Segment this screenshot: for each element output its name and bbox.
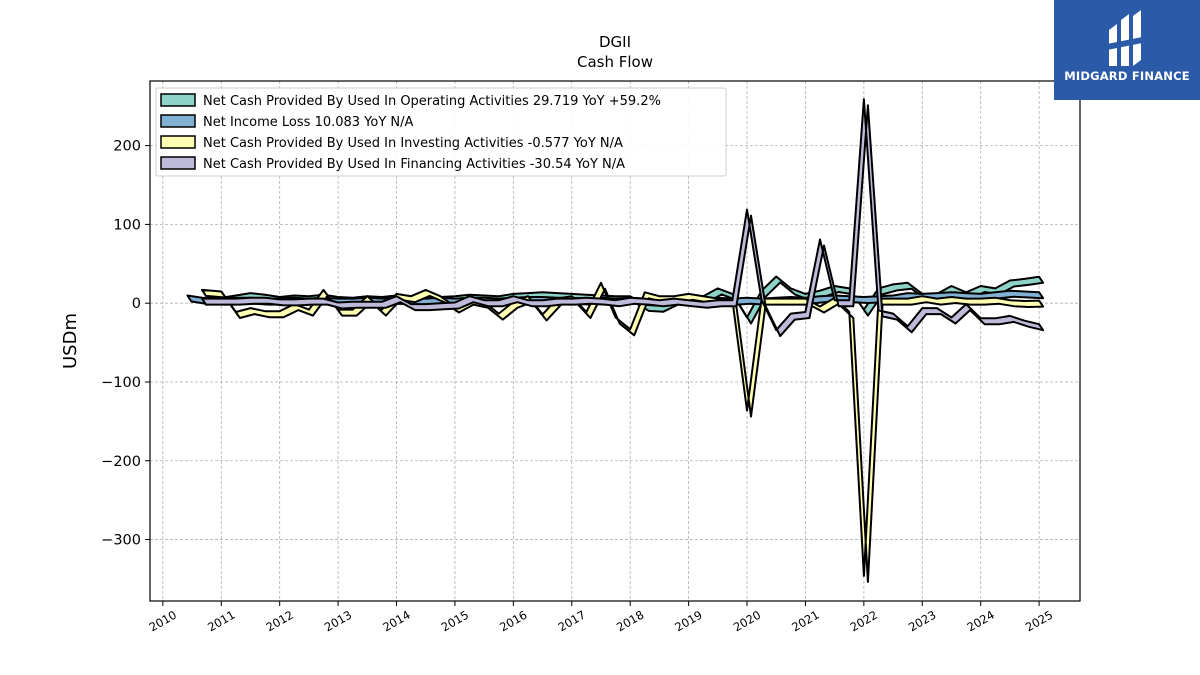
plot-frame (149, 80, 1081, 602)
x-tick-label: 2018 (614, 608, 646, 635)
legend-label-net-income: Net Income Loss 10.083 YoY N/A (203, 115, 414, 130)
chart-title: DGII (599, 33, 631, 51)
x-tick-label: 2023 (906, 608, 938, 635)
series-financing-band (201, 98, 1045, 338)
y-axis: −300 −200 −100 0 100 200 (101, 139, 150, 549)
midgard-logo-icon (1107, 10, 1147, 66)
series-investing-band (201, 281, 1045, 583)
x-tick-label: 2020 (731, 608, 763, 635)
y-tick-label: 100 (113, 217, 141, 233)
x-tick-label: 2010 (147, 608, 179, 635)
brand-logo: MIDGARD FINANCE (1054, 0, 1200, 100)
legend-label-investing: Net Cash Provided By Used In Investing A… (203, 136, 623, 151)
x-tick-label: 2014 (380, 608, 412, 635)
y-tick-label: −300 (101, 533, 141, 549)
x-tick-label: 2011 (205, 608, 237, 635)
x-tick-label: 2025 (1023, 608, 1055, 635)
chart-subtitle: Cash Flow (577, 53, 653, 71)
legend: Net Cash Provided By Used In Operating A… (155, 87, 727, 177)
x-tick-label: 2015 (439, 608, 471, 635)
series-layer (186, 98, 1045, 583)
x-tick-label: 2012 (264, 608, 296, 635)
y-axis-label: USDm (60, 313, 81, 369)
x-tick-label: 2013 (322, 608, 354, 635)
x-tick-label: 2019 (672, 608, 704, 635)
y-tick-label: −200 (101, 454, 141, 470)
x-tick-label: 2024 (965, 608, 997, 635)
y-tick-label: 200 (113, 139, 141, 155)
x-tick-label: 2016 (497, 608, 529, 635)
legend-entry-net-income: Net Income Loss 10.083 YoY N/A (160, 114, 414, 130)
x-tick-label: 2021 (789, 608, 821, 635)
x-axis: 2010 2011 2012 2013 2014 2015 2016 2017 2018 2019… (147, 601, 1055, 635)
legend-swatch-operating (160, 93, 196, 107)
legend-label-operating: Net Cash Provided By Used In Operating A… (203, 94, 661, 109)
brand-name: MIDGARD FINANCE (1064, 69, 1190, 83)
x-tick-label: 2017 (556, 608, 588, 635)
x-tick-label: 2022 (848, 608, 880, 635)
legend-entry-operating: Net Cash Provided By Used In Operating A… (160, 93, 661, 109)
legend-swatch-investing (160, 135, 196, 149)
legend-box (155, 87, 727, 177)
legend-swatch-financing (160, 156, 196, 170)
y-tick-label: 0 (132, 296, 141, 312)
legend-label-financing: Net Cash Provided By Used In Financing A… (203, 157, 625, 172)
legend-swatch-net-income (160, 114, 196, 128)
legend-entry-financing: Net Cash Provided By Used In Financing A… (160, 156, 625, 172)
y-tick-label: −100 (101, 375, 141, 391)
legend-entry-investing: Net Cash Provided By Used In Investing A… (160, 135, 623, 151)
